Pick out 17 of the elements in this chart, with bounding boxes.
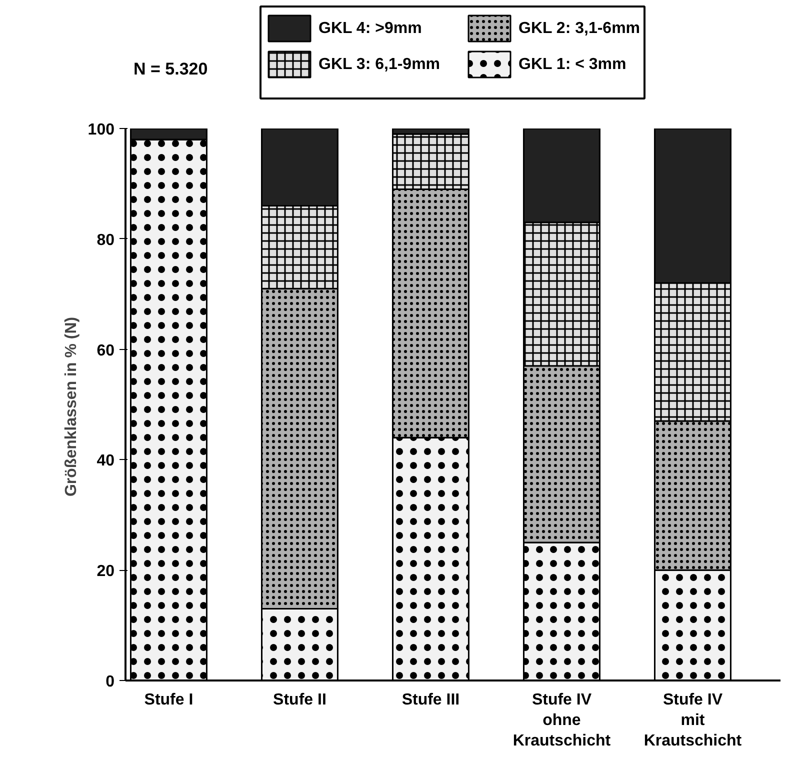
legend-label: GKL 4: >9mm [318, 20, 422, 37]
x-tick-label: Stufe IV mit Krautschicht [644, 692, 742, 750]
y-tick-label: 80 [96, 232, 115, 249]
x-tick-label: Stufe II [273, 692, 326, 708]
x-tick-label: Stufe IV ohne Krautschicht [512, 692, 612, 750]
legend-label: GKL 1: < 3mm [518, 56, 626, 73]
x-tick-label: Stufe I [144, 692, 194, 708]
x-tick-label: Stufe III [402, 692, 460, 708]
y-tick-label: 60 [96, 342, 115, 360]
legend-label: GKL 3: 6,1-9mm [318, 56, 440, 73]
y-tick-label: 20 [96, 563, 115, 580]
y-axis-title: Größenklassen in % (N) [62, 316, 80, 497]
y-tick-label: 40 [96, 452, 115, 470]
legend-label: GKL 2: 3,1-6mm [518, 20, 640, 37]
text: N = 5.320 [134, 60, 208, 78]
y-tick-label: 100 [88, 122, 115, 138]
y-tick-label: 0 [106, 674, 115, 690]
